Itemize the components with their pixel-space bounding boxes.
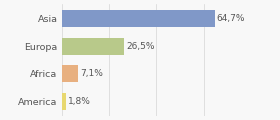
- Bar: [62, 10, 215, 27]
- Bar: [62, 65, 78, 82]
- Text: 64,7%: 64,7%: [217, 14, 245, 23]
- Text: 7,1%: 7,1%: [80, 69, 103, 78]
- Text: 26,5%: 26,5%: [126, 42, 155, 51]
- Bar: [62, 93, 66, 110]
- Text: 1,8%: 1,8%: [68, 97, 91, 106]
- Bar: [62, 38, 124, 55]
